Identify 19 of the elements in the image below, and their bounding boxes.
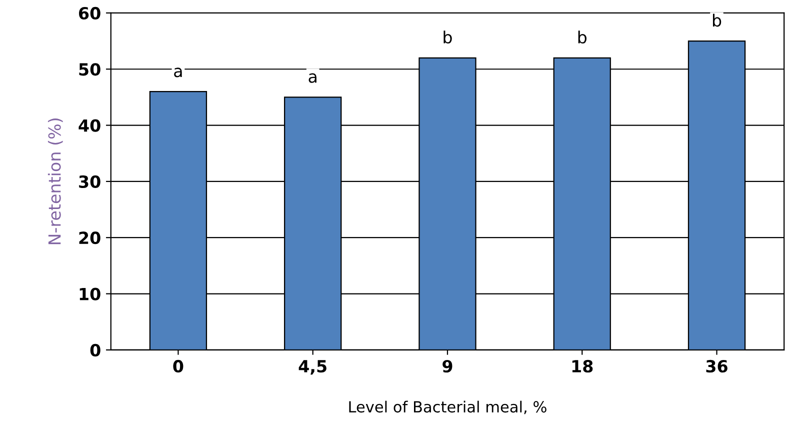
x-tick-label: 9	[442, 360, 452, 373]
annotation: b	[444, 30, 452, 44]
y-tick-label: 50	[79, 63, 100, 76]
y-tick-label: 10	[80, 288, 100, 300]
annotation: a	[308, 73, 316, 83]
x-tick-label: 36	[706, 360, 728, 373]
annotation: b	[578, 30, 586, 44]
y-axis-title: N-retention (%)	[48, 118, 63, 244]
x-axis-title: Level of Bacterial meal, %	[349, 400, 546, 414]
annotation: a	[174, 68, 182, 78]
y-tick-label: 0	[90, 344, 100, 356]
x-tick-label: 4,5	[298, 360, 326, 375]
x-tick-label: 0	[173, 360, 184, 373]
annotation: b	[712, 14, 722, 27]
y-tick-label: 20	[79, 232, 100, 244]
y-tick-label: 40	[78, 119, 100, 132]
y-tick-label: 30	[79, 175, 100, 188]
x-tick-label: 18	[572, 360, 593, 373]
y-tick-label: 60	[79, 6, 100, 20]
